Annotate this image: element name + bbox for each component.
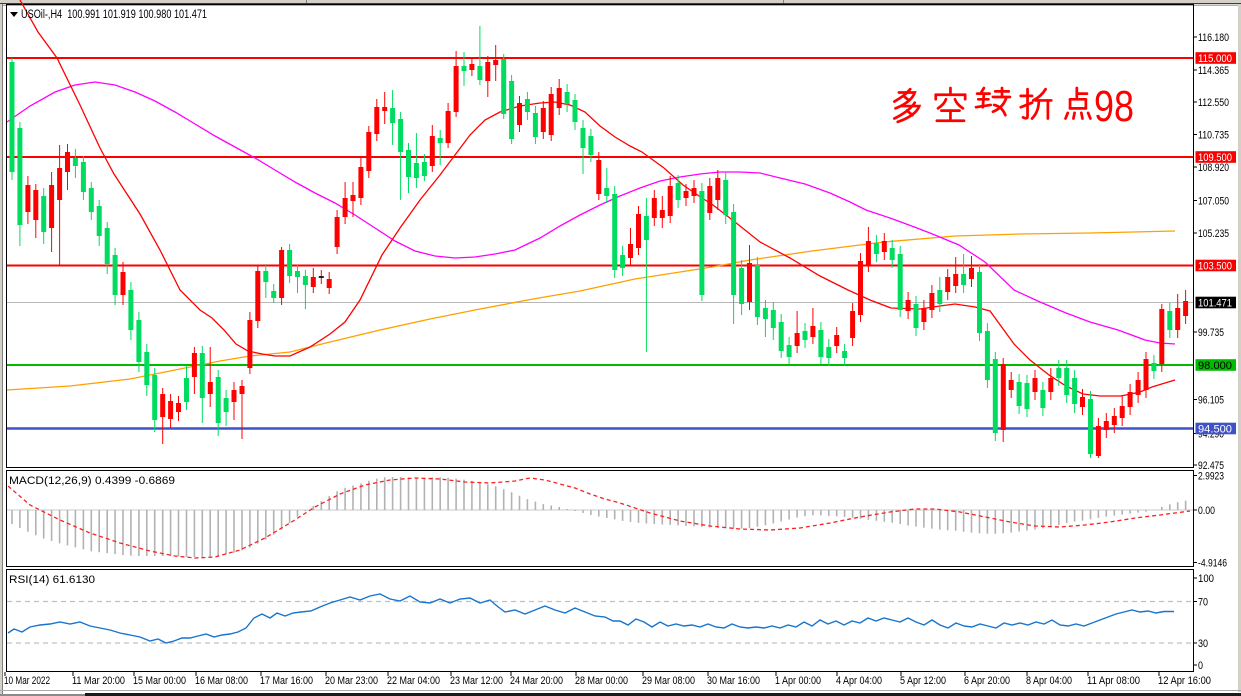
svg-text:1 Apr 00:00: 1 Apr 00:00 bbox=[775, 675, 821, 687]
svg-text:94.500: 94.500 bbox=[1198, 424, 1232, 436]
svg-text:17 Mar 16:00: 17 Mar 16:00 bbox=[260, 675, 313, 687]
svg-text:20 Mar 23:00: 20 Mar 23:00 bbox=[325, 675, 378, 687]
svg-text:110.735: 110.735 bbox=[1198, 130, 1229, 142]
svg-text:22 Mar 04:00: 22 Mar 04:00 bbox=[387, 675, 440, 687]
svg-text:10 Mar 2022: 10 Mar 2022 bbox=[4, 675, 50, 687]
svg-text:6 Apr 20:00: 6 Apr 20:00 bbox=[964, 675, 1010, 687]
svg-text:-4.9146: -4.9146 bbox=[1198, 558, 1227, 570]
svg-text:11 Apr 08:00: 11 Apr 08:00 bbox=[1087, 675, 1140, 687]
svg-text:30 Mar 16:00: 30 Mar 16:00 bbox=[707, 675, 760, 687]
svg-text:23 Mar 12:00: 23 Mar 12:00 bbox=[450, 675, 503, 687]
svg-text:112.550: 112.550 bbox=[1198, 97, 1229, 109]
svg-text:4 Apr 04:00: 4 Apr 04:00 bbox=[836, 675, 882, 687]
svg-text:99.735: 99.735 bbox=[1198, 327, 1224, 339]
svg-text:0.00: 0.00 bbox=[1198, 505, 1215, 517]
svg-text:MACD(12,26,9) 0.4399 -0.6869: MACD(12,26,9) 0.4399 -0.6869 bbox=[9, 475, 175, 487]
svg-text:96.105: 96.105 bbox=[1198, 395, 1224, 407]
svg-text:0: 0 bbox=[1198, 660, 1203, 672]
svg-text:108.920: 108.920 bbox=[1198, 162, 1229, 174]
svg-text:RSI(14) 61.6130: RSI(14) 61.6130 bbox=[9, 574, 95, 586]
svg-text:101.471: 101.471 bbox=[1198, 298, 1232, 310]
svg-text:12 Apr 16:00: 12 Apr 16:00 bbox=[1158, 675, 1211, 687]
svg-text:28 Mar 00:00: 28 Mar 00:00 bbox=[575, 675, 628, 687]
svg-text:100: 100 bbox=[1198, 573, 1214, 585]
svg-text:70: 70 bbox=[1198, 597, 1208, 609]
svg-text:103.500: 103.500 bbox=[1198, 261, 1232, 273]
svg-text:16 Mar 08:00: 16 Mar 08:00 bbox=[195, 675, 248, 687]
svg-text:24 Mar 20:00: 24 Mar 20:00 bbox=[510, 675, 563, 687]
svg-text:5 Apr 12:00: 5 Apr 12:00 bbox=[900, 675, 946, 687]
svg-text:109.500: 109.500 bbox=[1198, 152, 1232, 164]
svg-text:98: 98 bbox=[1094, 82, 1134, 131]
svg-text:116.180: 116.180 bbox=[1198, 32, 1229, 44]
svg-text:8 Apr 04:00: 8 Apr 04:00 bbox=[1026, 675, 1072, 687]
svg-text:98.000: 98.000 bbox=[1198, 360, 1232, 372]
svg-text:115.000: 115.000 bbox=[1198, 53, 1232, 65]
svg-text:30: 30 bbox=[1198, 638, 1208, 650]
svg-text:USOil-,H4 100.991 101.919 100: USOil-,H4 100.991 101.919 100.980 101.47… bbox=[21, 9, 207, 21]
svg-text:2.9923: 2.9923 bbox=[1198, 471, 1224, 483]
svg-text:11 Mar 20:00: 11 Mar 20:00 bbox=[72, 675, 125, 687]
svg-text:29 Mar 08:00: 29 Mar 08:00 bbox=[642, 675, 695, 687]
svg-text:15 Mar 00:00: 15 Mar 00:00 bbox=[133, 675, 186, 687]
svg-text:107.050: 107.050 bbox=[1198, 196, 1229, 208]
svg-text:114.365: 114.365 bbox=[1198, 65, 1229, 77]
svg-text:92.475: 92.475 bbox=[1198, 460, 1224, 472]
svg-text:105.235: 105.235 bbox=[1198, 228, 1229, 240]
